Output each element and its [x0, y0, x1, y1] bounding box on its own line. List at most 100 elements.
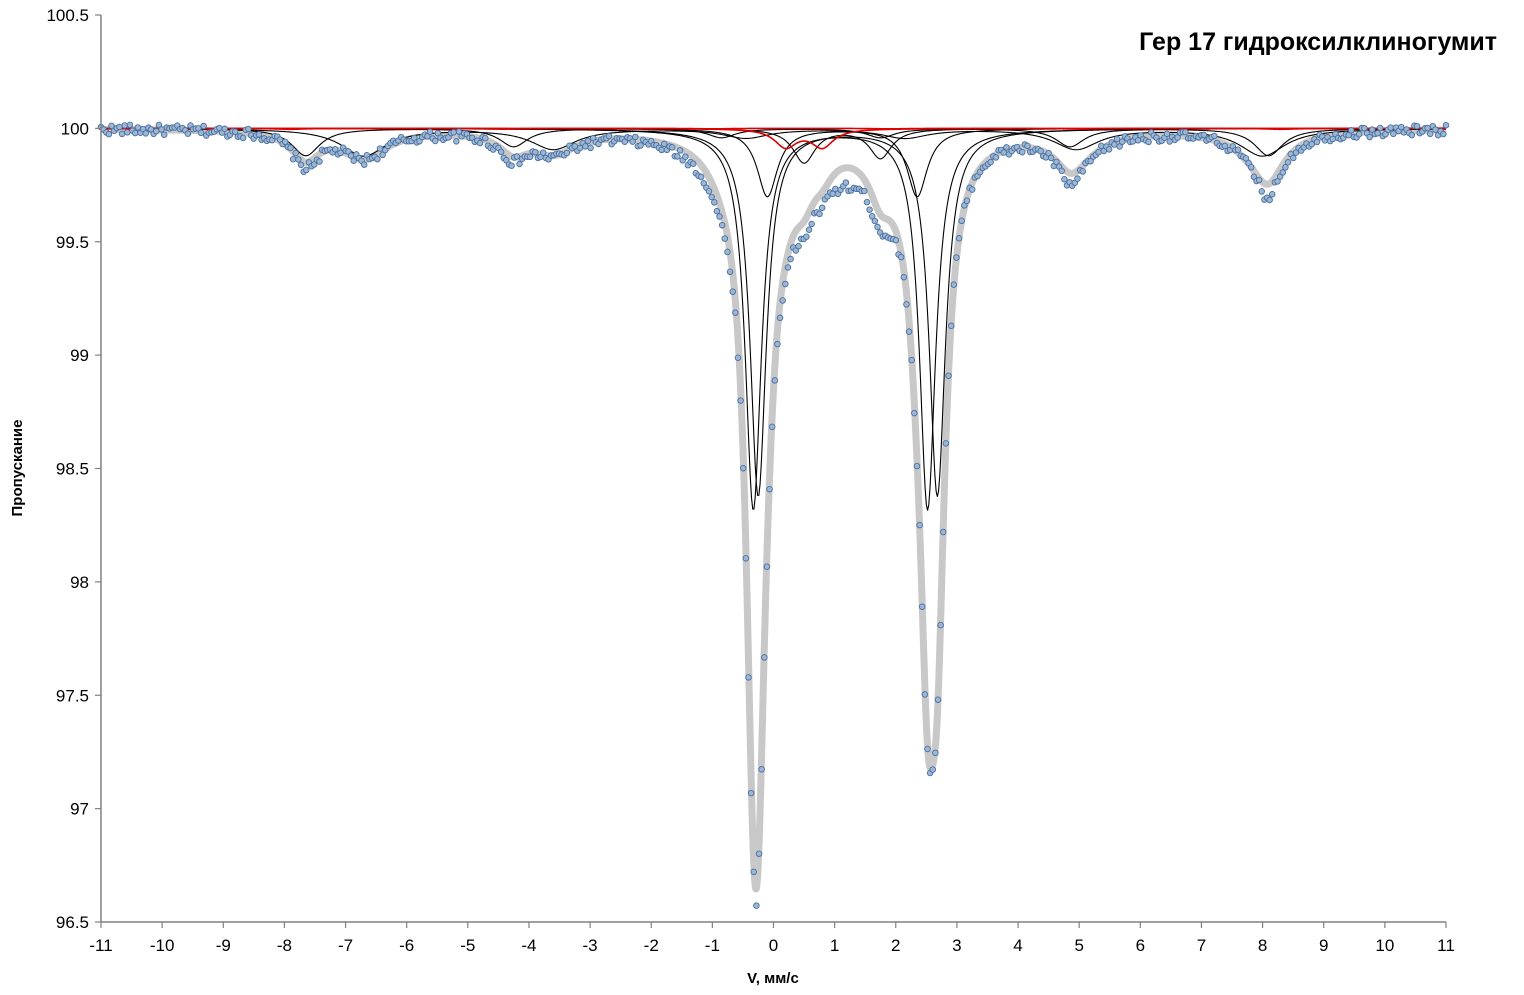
x-tick-label: -2: [644, 936, 659, 955]
data-point: [1347, 127, 1355, 134]
data-point: [916, 521, 923, 529]
data-point: [450, 129, 457, 136]
data-point: [1045, 149, 1052, 157]
data-point: [526, 153, 534, 161]
data-point: [1366, 133, 1373, 141]
data-point: [932, 749, 939, 757]
data-point: [513, 153, 521, 160]
data-point: [661, 140, 668, 148]
data-point: [676, 147, 684, 154]
data-point: [937, 621, 944, 629]
data-point: [784, 264, 792, 271]
data-point: [1095, 148, 1102, 156]
data-point: [905, 328, 913, 335]
data-point: [142, 130, 149, 137]
data-point: [1061, 175, 1068, 183]
data-point: [745, 674, 752, 681]
data-point: [968, 186, 976, 193]
data-point: [1163, 130, 1171, 138]
data-point: [453, 138, 460, 145]
data-point: [200, 122, 207, 130]
data-point: [929, 766, 936, 773]
data-point: [1413, 122, 1421, 130]
data-point: [913, 462, 921, 470]
data-point: [118, 130, 126, 138]
data-point: [1432, 126, 1439, 133]
data-point: [1355, 131, 1363, 138]
data-point: [805, 226, 813, 233]
data-point: [1116, 143, 1123, 150]
data-point: [868, 213, 876, 220]
data-point: [863, 198, 871, 206]
x-tick-label: -6: [399, 936, 414, 955]
data-point: [1255, 176, 1263, 184]
data-point: [750, 868, 758, 876]
data-point: [426, 128, 434, 136]
data-point: [1274, 178, 1281, 185]
data-point: [116, 123, 123, 131]
x-tick-label: 6: [1136, 936, 1145, 955]
data-point: [658, 146, 665, 154]
y-tick-label: 97: [70, 800, 89, 819]
data-point: [584, 137, 592, 145]
data-point: [1221, 142, 1229, 150]
data-point: [758, 766, 765, 773]
data-point: [739, 464, 747, 472]
data-point: [842, 179, 850, 186]
component-line-6: [100, 128, 1447, 157]
data-point: [160, 131, 168, 138]
data-point: [1374, 129, 1381, 137]
data-point: [753, 902, 760, 909]
data-point: [1182, 128, 1189, 136]
x-tick-label: 10: [1375, 936, 1394, 955]
data-point: [105, 130, 113, 138]
data-point: [779, 297, 786, 304]
data-point: [1284, 159, 1292, 166]
data-point: [987, 158, 994, 166]
chart-title: Гер 17 гидроксилклиногумит: [1139, 28, 1497, 56]
data-point: [1118, 138, 1126, 145]
x-tick-label: -10: [150, 936, 175, 955]
data-point: [374, 155, 381, 163]
component-line-8: [101, 127, 1446, 131]
x-tick-label: 11: [1437, 936, 1455, 955]
data-point: [1397, 123, 1405, 131]
data-point: [126, 121, 134, 129]
data-point: [771, 377, 779, 384]
data-point: [121, 122, 128, 129]
data-point: [763, 563, 771, 570]
data-point: [289, 155, 297, 163]
data-point: [861, 187, 868, 195]
data-point: [950, 281, 958, 288]
data-point: [1174, 134, 1181, 141]
data-point: [871, 217, 879, 225]
data-point: [803, 233, 810, 240]
data-point: [350, 157, 357, 165]
data-point: [708, 193, 715, 201]
data-point: [921, 691, 929, 698]
data-point: [508, 162, 515, 169]
data-point: [316, 158, 323, 165]
x-tick-label: 0: [769, 936, 778, 955]
y-tick-label: 97.5: [56, 686, 89, 705]
data-point: [239, 134, 247, 142]
data-point: [755, 850, 763, 857]
data-point: [347, 152, 355, 159]
data-point: [682, 153, 689, 160]
data-point: [732, 309, 739, 316]
x-tick-label: -11: [89, 936, 112, 955]
x-tick-label: -3: [583, 936, 598, 955]
data-point: [1111, 141, 1118, 148]
data-point: [940, 528, 947, 536]
data-point: [1024, 142, 1031, 150]
data-point: [376, 145, 384, 152]
data-point: [1279, 169, 1287, 176]
data-point: [582, 143, 589, 150]
data-point: [992, 154, 1000, 161]
data-point: [766, 485, 773, 493]
x-tick-label: 3: [952, 936, 961, 955]
data-point: [108, 122, 115, 130]
data-point: [808, 220, 815, 228]
data-point: [516, 160, 523, 168]
data-point: [737, 397, 744, 404]
